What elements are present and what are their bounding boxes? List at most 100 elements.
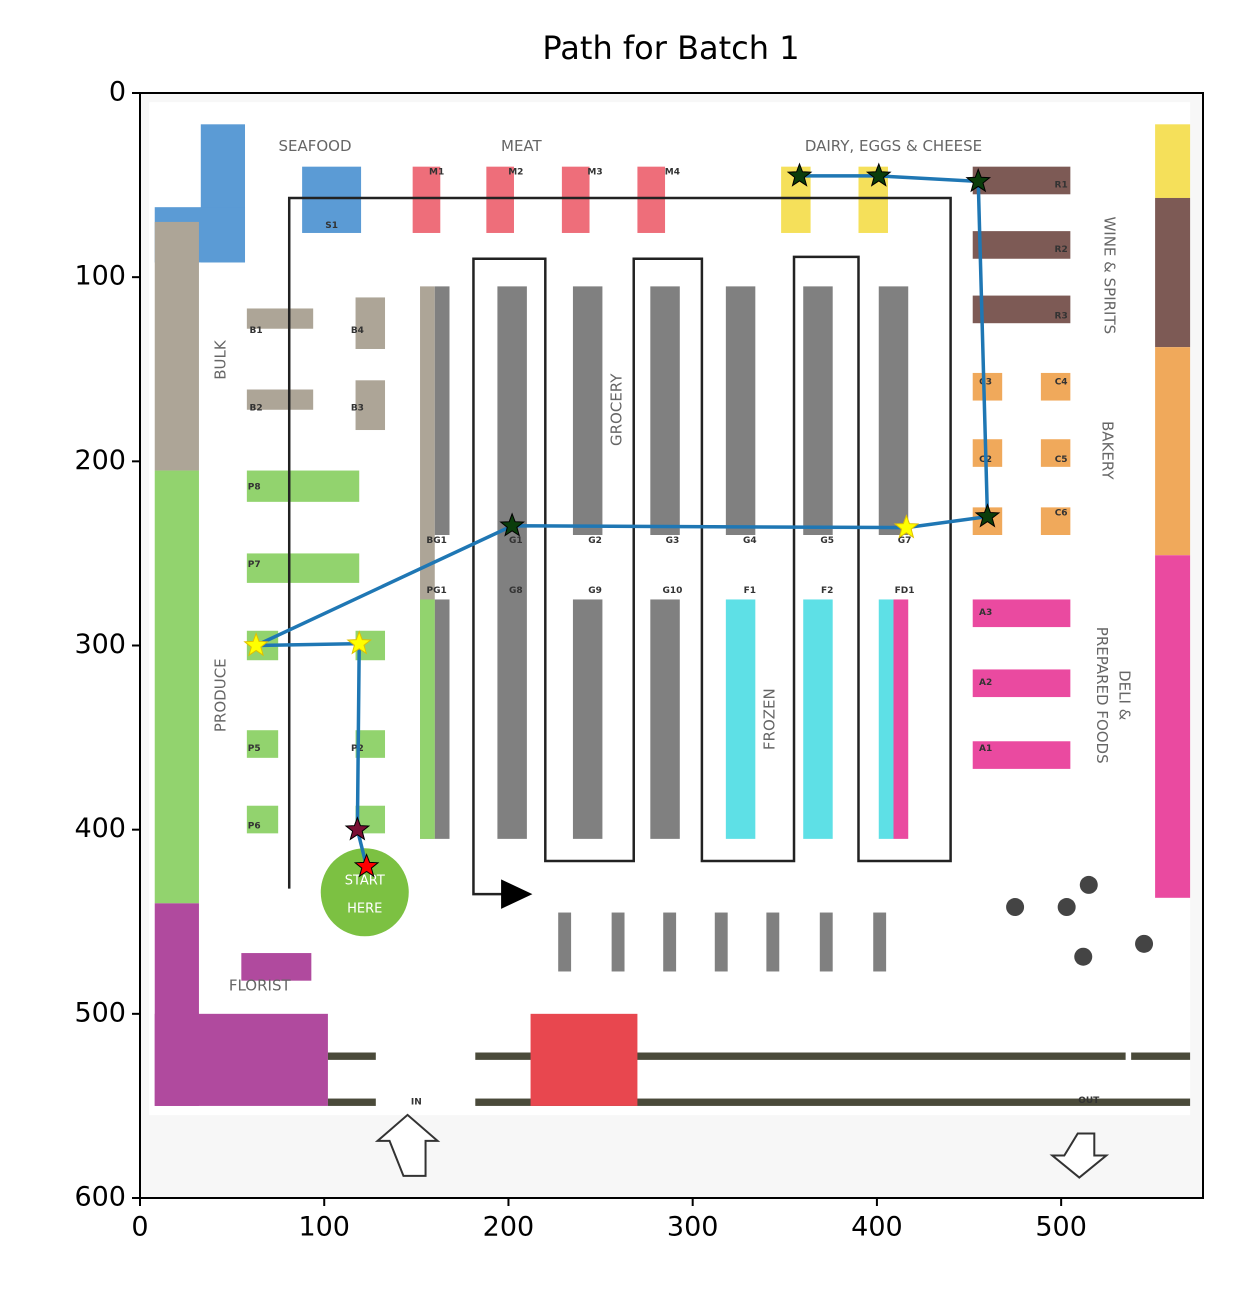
map-label: M1 [429, 168, 444, 178]
map-area [154, 221, 199, 471]
map-area [1040, 439, 1071, 467]
chart-title: Path for Batch 1 [542, 29, 799, 67]
map-label: M2 [508, 168, 523, 178]
map-area [530, 1013, 638, 1106]
map-area [819, 912, 833, 972]
map-label: P7 [248, 560, 261, 570]
route-arrow [501, 879, 533, 909]
y-tick-label: 200 [74, 445, 126, 476]
x-tick-label: 300 [667, 1212, 719, 1243]
stop-marker [353, 853, 380, 878]
map-label: C6 [1055, 508, 1068, 518]
map-area [1155, 347, 1191, 556]
stop-marker [865, 162, 892, 187]
map-area [1131, 1052, 1191, 1060]
map-area [1155, 197, 1191, 348]
map-label: G3 [666, 536, 680, 546]
map-label: BAKERY [1099, 421, 1117, 480]
map-area [637, 166, 666, 233]
map-label: G2 [588, 536, 602, 546]
map-area [420, 599, 435, 839]
map-area [246, 730, 279, 758]
map-label: G7 [898, 536, 912, 546]
map-area [246, 805, 279, 834]
map-area [972, 166, 1071, 195]
x-tick-label: 500 [1035, 1212, 1087, 1243]
map-area [663, 912, 677, 972]
map-area [475, 1098, 1191, 1106]
map-label: R1 [1055, 181, 1068, 191]
map-area [1155, 555, 1191, 898]
map-label: DELI & [1115, 670, 1133, 721]
stop-marker [346, 630, 372, 655]
stop-marker [786, 162, 813, 187]
x-tick-label: 100 [298, 1212, 350, 1243]
map-label: START [345, 874, 385, 889]
map-label: P8 [248, 483, 261, 493]
map-area [558, 912, 572, 972]
map-area [972, 231, 1071, 259]
map-area [725, 599, 756, 839]
stop-marker [499, 512, 525, 537]
map-area [246, 389, 314, 410]
map-area [803, 599, 833, 839]
map-area [561, 166, 590, 233]
map-area [154, 470, 199, 904]
map-label: A1 [979, 744, 992, 754]
map-area [972, 599, 1071, 628]
map-area [1155, 124, 1191, 198]
stop-marker [974, 503, 1001, 528]
map-label: FD1 [895, 586, 915, 596]
map-area [497, 286, 527, 839]
map-area [873, 912, 887, 972]
aisle-route [287, 196, 952, 896]
map-area [434, 286, 450, 535]
map-label: P6 [248, 821, 261, 831]
map-label: G8 [509, 586, 523, 596]
map-area [725, 286, 756, 535]
map-area [327, 1052, 376, 1060]
x-tick-label: 400 [851, 1212, 903, 1243]
map-label: GROCERY [608, 373, 626, 446]
map-area [302, 166, 362, 233]
map-area [650, 599, 680, 839]
map-area [972, 741, 1071, 769]
map-area [972, 669, 1071, 698]
map-label: B1 [250, 326, 263, 336]
map-area [475, 1052, 1126, 1060]
stop-marker [893, 514, 920, 539]
map-area [893, 599, 909, 839]
map-label: F2 [821, 586, 833, 596]
y-tick-label: 400 [74, 813, 126, 844]
map-label: P5 [248, 744, 261, 754]
y-tick-label: 500 [74, 997, 126, 1028]
map-label: C3 [979, 378, 992, 388]
table [1006, 898, 1025, 917]
map-area [355, 297, 386, 349]
map-area [355, 380, 386, 431]
y-tick-label: 600 [74, 1182, 126, 1213]
map-label: C5 [1055, 455, 1068, 465]
table [1057, 898, 1076, 917]
map-label: G10 [662, 586, 682, 596]
map-label: F1 [744, 586, 756, 596]
map-label: PG1 [426, 586, 446, 596]
map-label: IN [411, 1098, 422, 1108]
table [1135, 934, 1154, 953]
map-area [246, 470, 360, 502]
table [1074, 947, 1093, 966]
y-tick-label: 0 [109, 77, 126, 108]
map-label: SEAFOOD [278, 137, 351, 155]
stop-marker [243, 632, 269, 657]
map-label: FLORIST [229, 977, 292, 995]
map-label: G4 [743, 536, 757, 546]
map-label: BG1 [426, 536, 447, 546]
map-area [972, 372, 1003, 401]
map-label: S1 [325, 221, 338, 231]
path-line [255, 174, 990, 867]
map-area [1040, 372, 1071, 401]
map-label: M3 [587, 168, 602, 178]
map-label: MEAT [501, 137, 543, 155]
map-label: OUT [1078, 1096, 1100, 1106]
